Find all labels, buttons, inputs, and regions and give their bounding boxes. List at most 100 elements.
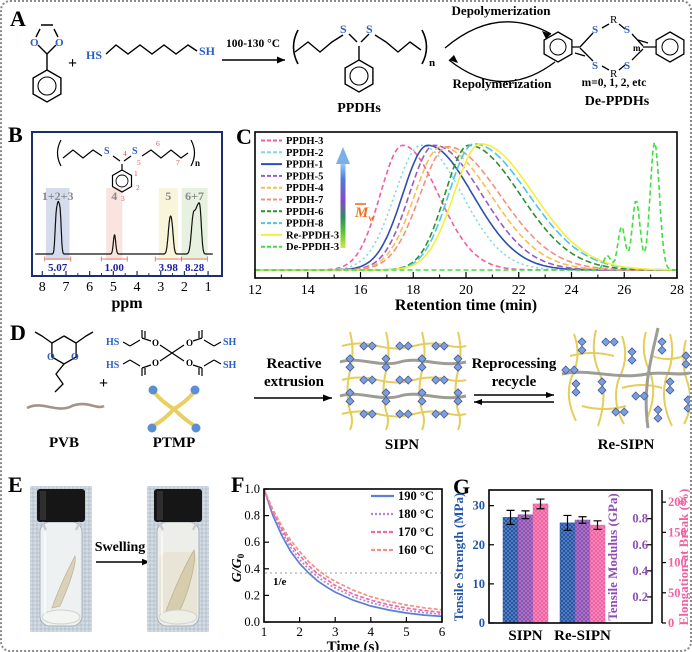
pvb-name: PVB [49, 435, 79, 451]
ppdh-n: n [429, 57, 435, 69]
dithiol-hs: HS [86, 48, 102, 62]
bar-Re-SIPN-0 [559, 522, 576, 624]
nmr-x-tick: 2 [181, 280, 188, 295]
bar-SIPN-2 [532, 503, 549, 624]
ptmp-structure [122, 330, 222, 376]
ptmp-atoms: O O O O [152, 338, 193, 368]
dithiol-sh: SH [199, 44, 216, 58]
ring-m: m [633, 43, 641, 53]
reactive-label: Reactive [267, 356, 322, 372]
gpc-curve-Re-PPDH-3 [255, 143, 677, 271]
svg-text:HS: HS [106, 337, 120, 348]
relax-legend-label: 190 °C [398, 489, 434, 503]
gpc-frame [254, 131, 678, 279]
gpc-x-tick: 20 [459, 283, 473, 298]
tm-tick: 0.8 [632, 512, 648, 526]
nmr-integral: 3.98 [159, 262, 179, 274]
gpc-x-tick: 14 [301, 283, 315, 298]
dioxolane-structure [32, 24, 62, 103]
depolymerization-label: Depolymerization [452, 3, 552, 18]
gpc-legend-label: PPDH-3 [286, 136, 323, 147]
gpc-curve-PPDH-5 [255, 144, 677, 271]
svg-text:4: 4 [123, 149, 127, 158]
ppdh-s1: S [340, 22, 347, 36]
panel-g-mechanical-bars: G SIPN Re-SIPN 0 10 20 30 0.2 0.4 0.6 0.8 0 50 100 15… [451, 474, 691, 644]
bar-group-label: Re-SIPN [554, 628, 611, 644]
error-bar [563, 514, 572, 531]
relax-x-tick: 5 [403, 624, 410, 639]
vial-photo-after [147, 486, 209, 632]
nmr-region-label: 1+2+3 [42, 189, 74, 203]
pvb-o1: O [47, 352, 55, 363]
svg-text:SH: SH [223, 337, 237, 348]
panel-d-label: D [10, 320, 26, 345]
panel-c-label: C [236, 124, 252, 149]
svg-text:1: 1 [134, 169, 138, 178]
nmr-x-tick: 8 [39, 280, 46, 295]
relax-x-tick: 2 [296, 624, 303, 639]
panel-e-swelling-photos: E Swelling [8, 472, 209, 632]
ring-s-tr: S [624, 24, 630, 36]
reaction-arrow-head [277, 56, 285, 64]
nmr-x-tick: 5 [110, 280, 117, 295]
tensile-strength-axis-label: Tensile Strength (MPa) [451, 493, 466, 622]
polymer-strip-swollen [164, 549, 196, 615]
ptmp-name: PTMP [153, 435, 196, 451]
nmr-xlabel: ppm [111, 295, 143, 312]
svg-text:2: 2 [136, 183, 140, 192]
mw-label: M [354, 205, 369, 221]
m-note: m=0, 1, 2, etc [582, 77, 647, 89]
sipn-network [339, 331, 467, 431]
dithiol-chain [105, 44, 198, 55]
gpc-curves: 12 14 16 18 20 22 24 26 28PPDH-3PPDH-2PPDH-1PPDH… [248, 131, 684, 298]
gpc-x-tick: 12 [248, 283, 262, 298]
relax-ylabel: G/G0 [230, 553, 246, 582]
ppdhs-name: PPDHs [337, 101, 381, 116]
gpc-curve-De-PPDH-3 [255, 142, 677, 271]
polymer-strip [51, 554, 76, 609]
gpc-xlabel: Retention time (min) [395, 297, 537, 314]
relax-x-tick: 4 [368, 624, 375, 639]
gpc-legend-label: PPDH-5 [286, 171, 323, 182]
mechanical-bar-chart: SIPN Re-SIPN 0 10 20 30 0.2 0.4 0.6 0.8 0 50 100 150 2… [473, 489, 687, 644]
mw-annotation: Mw [354, 203, 375, 223]
nmr-integral: 1.00 [105, 262, 125, 274]
ts-tick: 10 [473, 577, 486, 591]
ppdh-structure [292, 29, 428, 93]
sipn-name: SIPN [385, 437, 419, 453]
plus-sign-a: + [68, 55, 77, 72]
ts-tick: 30 [473, 499, 486, 513]
nmr-integral: 8.28 [185, 262, 205, 274]
elongation-axis-label: Elongation at Break (%) [676, 489, 691, 626]
gpc-x-tick: 24 [565, 283, 579, 298]
nmr-x-tick: 6 [86, 280, 93, 295]
eb-tick: 150 [668, 525, 687, 539]
reaction-condition: 100-130 °C [226, 38, 280, 50]
svg-text:3: 3 [121, 194, 125, 203]
ring-s-tl: S [592, 24, 598, 36]
nmr-frame [31, 131, 223, 277]
relax-xlabel: Time (s) [327, 639, 380, 652]
gpc-curve-PPDH-6 [255, 144, 677, 271]
svg-text:Mw: Mw [354, 205, 375, 223]
svg-text:O: O [186, 358, 193, 368]
tm-tick: 0.2 [632, 590, 648, 604]
ring-r-top: R [610, 14, 618, 26]
panel-a-reaction-scheme: A O O + HS SH 100-130 °C S S [10, 3, 685, 116]
relax-y-tick: 0.0 [244, 615, 260, 629]
ptmp-thiols: HS HS SH SH [106, 337, 237, 371]
error-bar [578, 516, 587, 524]
inset-n: n [195, 158, 200, 168]
gpc-x-tick: 28 [670, 283, 684, 298]
svg-text:O: O [152, 358, 159, 368]
relax-y-tick: 0.2 [244, 588, 260, 602]
swelling-label: Swelling [95, 540, 146, 555]
repoly-arrow [448, 59, 556, 83]
pvb-chain-squiggle [26, 402, 105, 410]
pvb-o2: O [71, 352, 79, 363]
svg-text:O: O [186, 338, 193, 348]
nmr-region-label: 5 [165, 189, 171, 203]
relax-frame [263, 488, 443, 623]
